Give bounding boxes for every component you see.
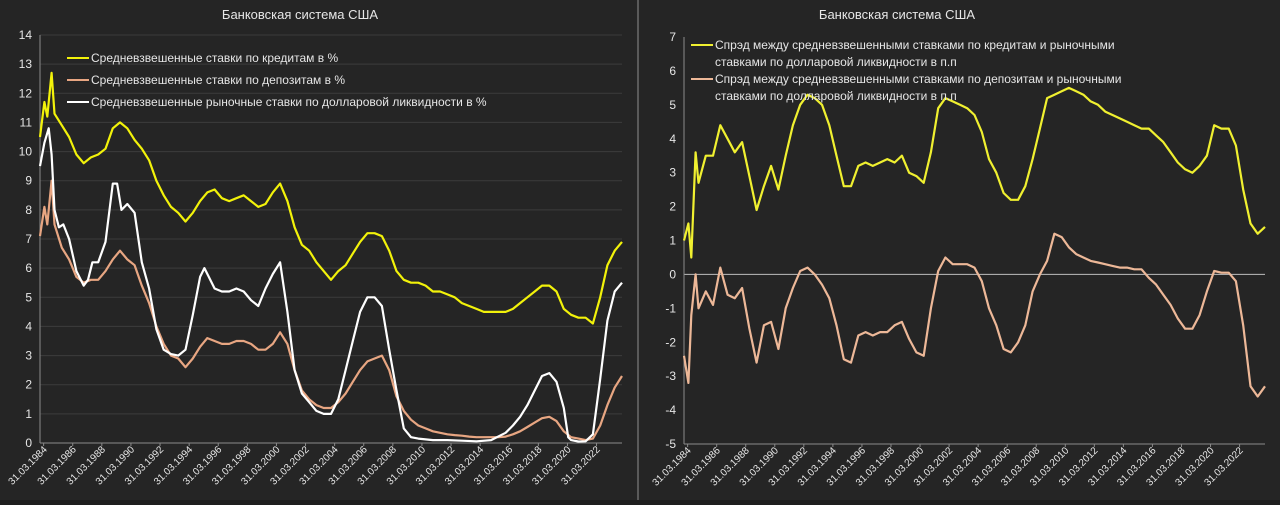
chart-title: Банковская система США xyxy=(222,7,379,22)
y-tick-label: 1 xyxy=(669,234,676,248)
y-tick-label: 5 xyxy=(669,98,676,112)
y-tick-label: 2 xyxy=(25,378,32,392)
spreads-series-2-line xyxy=(682,232,1266,398)
y-tick-label: 8 xyxy=(25,203,32,217)
panel-divider xyxy=(637,0,639,500)
rates-series-2-line xyxy=(38,179,623,442)
y-tick-label: 9 xyxy=(25,174,32,188)
y-tick-label: 7 xyxy=(25,232,32,246)
y-tick-label: 3 xyxy=(25,349,32,363)
y-tick-label: -5 xyxy=(665,437,676,451)
y-tick-label: 4 xyxy=(25,319,32,333)
y-tick-label: 6 xyxy=(25,261,32,275)
y-tick-label: 7 xyxy=(669,30,676,44)
y-tick-label: 10 xyxy=(19,145,33,159)
y-tick-label: 2 xyxy=(669,200,676,214)
chart-title: Банковская система США xyxy=(819,7,976,22)
rates-chart-svg: Банковская система США012345678910111213… xyxy=(7,7,623,488)
legend-label: Средневзвешенные ставки по депозитам в % xyxy=(91,73,345,87)
y-tick-label: -4 xyxy=(665,403,676,417)
y-tick-label: 0 xyxy=(669,267,676,281)
spreads-panel: Банковская система США -5 -4 -3 -2 -1 0 1 2 3 4 5 6 7… xyxy=(639,0,1280,500)
legend-label: Спрэд между средневзвешенными ставками п… xyxy=(715,38,1115,69)
rates-series-1-line xyxy=(38,71,623,325)
y-tick-label: -3 xyxy=(665,369,676,383)
legend-label: Средневзвешенные рыночные ставки по долл… xyxy=(91,95,487,109)
spreads-series-1-line xyxy=(682,86,1266,259)
spreads-chart-svg: Банковская система США -5 -4 -3 -2 -1 0 1 2 3 4 5 6 7… xyxy=(651,7,1266,489)
y-tick-label: 11 xyxy=(20,115,33,129)
y-tick-label: 1 xyxy=(25,407,32,421)
legend-label: Средневзвешенные ставки по кредитам в % xyxy=(91,51,338,65)
y-tick-label: -2 xyxy=(665,335,676,349)
lending-deposit-rates-panel: Банковская система США 0 1 2 3 4 5 6 7 8 9 10 11 12 13… xyxy=(0,0,637,500)
rates-series-3-line xyxy=(38,127,623,443)
y-tick-label: 3 xyxy=(669,166,676,180)
y-tick-label: 5 xyxy=(25,290,32,304)
y-tick-label: 13 xyxy=(19,57,33,71)
y-tick-label: -1 xyxy=(665,301,676,315)
y-tick-label: 4 xyxy=(669,132,676,146)
y-tick-label: 12 xyxy=(19,86,33,100)
y-tick-label: 14 xyxy=(19,28,33,42)
y-tick-label: 0 xyxy=(25,436,32,450)
legend-label: Спрэд между средневзвешенными ставками п… xyxy=(715,72,1121,103)
y-tick-label: 6 xyxy=(669,64,676,78)
